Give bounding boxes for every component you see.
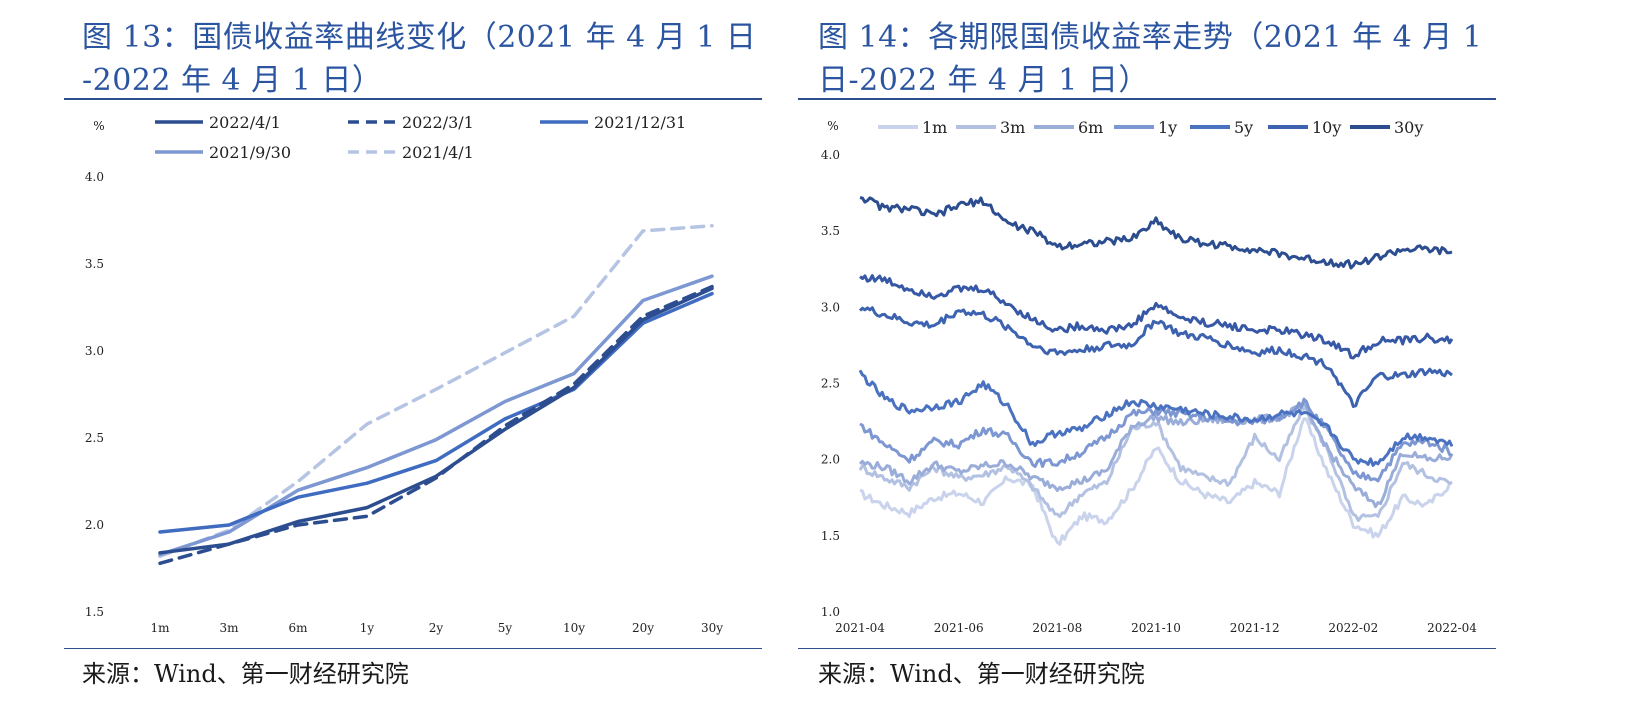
left-title-rule: [64, 98, 762, 100]
right-legend-label: 5y: [1234, 118, 1253, 137]
right-series-line: [858, 406, 1453, 523]
left-y-tick-label: 1.5: [85, 605, 104, 619]
left-x-tick-label: 1m: [150, 621, 170, 635]
left-title-line1: 图 13：国债收益率曲线变化（2021 年 4 月 1 日: [82, 20, 757, 55]
right-legend-label: 3m: [1000, 118, 1025, 137]
right-y-tick-label: 4.0: [821, 148, 840, 162]
right-y-unit-label: %: [827, 119, 838, 133]
left-source-note: 来源：Wind、第一财经研究院: [82, 660, 409, 688]
left-x-tick-label: 2y: [429, 621, 444, 635]
right-source-note: 来源：Wind、第一财经研究院: [818, 660, 1145, 688]
left-y-unit-label: %: [93, 119, 104, 133]
left-legend-label: 2021/4/1: [402, 143, 474, 162]
right-y-tick-label: 1.0: [821, 605, 840, 619]
left-legend-label: 2021/9/30: [209, 143, 291, 162]
right-legend-label: 6m: [1078, 118, 1103, 137]
right-title-rule: [798, 98, 1496, 100]
left-x-tick-label: 3m: [219, 621, 239, 635]
right-chart-title: 图 14：各期限国债收益率走势（2021 年 4 月 1 日-2022 年 4 …: [818, 16, 1498, 102]
left-chart-title: 图 13：国债收益率曲线变化（2021 年 4 月 1 日 -2022 年 4 …: [82, 16, 762, 102]
right-y-tick-label: 2.0: [821, 453, 840, 467]
left-y-tick-label: 3.0: [85, 344, 104, 358]
left-series-line: [158, 286, 714, 555]
right-y-tick-label: 3.0: [821, 300, 840, 314]
right-y-tick-label: 3.5: [821, 224, 840, 238]
left-legend-label: 2022/3/1: [402, 113, 474, 132]
left-y-tick-label: 4.0: [85, 170, 104, 184]
right-x-tick-label: 2021-04: [835, 621, 885, 635]
right-legend-label: 1y: [1158, 118, 1177, 137]
left-series-line: [158, 291, 714, 534]
left-y-tick-label: 3.5: [85, 257, 104, 271]
left-x-tick-label: 30y: [701, 621, 723, 635]
right-title-line1: 图 14：各期限国债收益率走势（2021 年 4 月 1: [818, 20, 1483, 55]
right-series-line: [858, 306, 1453, 408]
left-x-tick-label: 10y: [563, 621, 585, 635]
right-x-tick-label: 2021-08: [1032, 621, 1082, 635]
left-title-line2: -2022 年 4 月 1 日）: [82, 63, 383, 98]
right-series-line: [859, 417, 1453, 546]
right-title-line2: 日-2022 年 4 月 1 日）: [818, 63, 1149, 98]
right-series-line: [859, 274, 1454, 360]
left-series-line: [158, 274, 714, 557]
right-x-tick-label: 2021-12: [1230, 621, 1280, 635]
left-y-tick-label: 2.0: [85, 518, 104, 532]
left-x-tick-label: 20y: [632, 621, 654, 635]
right-legend-label: 30y: [1394, 118, 1423, 137]
right-y-tick-label: 2.5: [821, 377, 840, 391]
left-x-tick-label: 6m: [288, 621, 308, 635]
right-legend-label: 1m: [922, 118, 947, 137]
right-series-line: [859, 397, 1453, 483]
left-legend-label: 2022/4/1: [209, 113, 281, 132]
right-x-tick-label: 2022-04: [1427, 621, 1477, 635]
right-x-tick-label: 2021-10: [1131, 621, 1181, 635]
right-series-line: [858, 369, 1454, 467]
left-legend-label: 2021/12/31: [594, 113, 686, 132]
left-x-tick-label: 5y: [498, 621, 513, 635]
left-x-tick-label: 1y: [360, 621, 375, 635]
right-source-rule: [798, 648, 1496, 649]
right-y-tick-label: 1.5: [821, 529, 840, 543]
right-x-tick-label: 2021-06: [934, 621, 984, 635]
right-series-line: [859, 196, 1453, 270]
left-y-tick-label: 2.5: [85, 431, 104, 445]
right-x-tick-label: 2022-02: [1328, 621, 1378, 635]
right-legend-label: 10y: [1312, 118, 1341, 137]
right-series-line: [858, 401, 1454, 509]
left-source-rule: [64, 648, 762, 649]
